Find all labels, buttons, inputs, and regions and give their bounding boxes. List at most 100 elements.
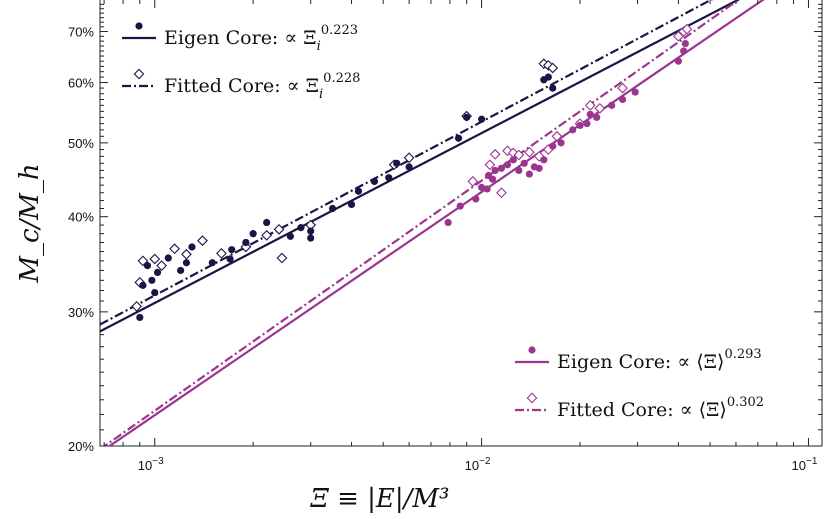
data-point-series-1	[208, 259, 216, 267]
data-point-series-2	[547, 62, 559, 74]
data-point-series-4	[673, 30, 684, 42]
data-point-series-2	[156, 260, 168, 271]
legend-marker-series-1	[135, 22, 143, 30]
legend-label-series-3: Eigen Core: ∝ ⟨Ξ⟩0.293	[557, 347, 762, 373]
data-point-series-3	[569, 126, 577, 134]
data-point-series-1	[249, 230, 257, 238]
data-point-series-1	[405, 163, 413, 171]
legend-label-main: Fitted Core: ∝ ⟨Ξ⟩	[557, 399, 727, 421]
data-point-series-3	[540, 156, 548, 164]
data-point-series-2	[181, 248, 192, 260]
data-point-series-1	[182, 259, 191, 267]
data-point-series-1	[328, 204, 337, 213]
data-point-series-1	[347, 200, 356, 209]
data-point-series-1	[228, 246, 236, 254]
data-point-series-2	[216, 248, 227, 259]
data-point-series-3	[520, 159, 528, 167]
data-point-series-2	[403, 152, 415, 164]
data-point-series-3	[608, 101, 616, 109]
data-point-series-1	[164, 254, 172, 262]
data-point-series-1	[188, 243, 196, 251]
data-point-series-4	[484, 159, 496, 171]
data-point-series-1	[297, 224, 305, 232]
data-point-series-3	[576, 121, 584, 130]
y-tick-label: 50%	[68, 136, 94, 151]
data-point-series-3	[472, 195, 480, 203]
data-point-series-4	[681, 23, 693, 35]
legend-marker-series-4	[526, 392, 538, 404]
data-point-series-1	[242, 238, 250, 247]
legend-label-main: Eigen Core: ∝ ⟨Ξ⟩	[557, 351, 724, 373]
data-point-series-3	[483, 185, 491, 193]
legend-label-exponent: 0.228	[323, 71, 360, 86]
legend-label-main: Fitted Core: ∝ Ξ	[164, 75, 319, 97]
data-markers	[131, 23, 693, 322]
y-tick-label: 60%	[68, 76, 94, 91]
data-point-series-1	[177, 266, 185, 275]
data-point-series-3	[674, 57, 682, 65]
legend-label-exponent: 0.302	[727, 395, 764, 410]
fit-line-series-2	[100, 0, 713, 326]
data-point-series-3	[535, 164, 543, 172]
legend-label-series-1: Eigen Core: ∝ Ξi0.223	[164, 23, 358, 54]
x-tick-label: 10−2	[465, 456, 491, 473]
y-tick-label: 70%	[68, 25, 94, 40]
data-point-series-1	[226, 255, 234, 263]
legend-label-main: Eigen Core: ∝ Ξ	[164, 27, 317, 49]
x-axis-label: Ξ ≡ |E|/M³	[310, 484, 450, 514]
y-tick-label: 30%	[68, 305, 94, 320]
data-point-series-3	[586, 110, 594, 118]
data-point-series-4	[617, 82, 628, 94]
data-point-series-3	[549, 142, 557, 150]
data-point-series-3	[456, 202, 464, 210]
fit-lines	[100, 0, 765, 446]
data-point-series-1	[354, 187, 363, 195]
fit-line-series-3	[107, 0, 765, 446]
x-tick-exponent: −2	[479, 456, 491, 467]
fit-line-series-4	[102, 0, 741, 446]
data-point-series-4	[523, 146, 535, 158]
data-point-series-1	[151, 288, 159, 297]
legend-label-series-2: Fitted Core: ∝ Ξi0.228	[164, 71, 360, 102]
data-point-series-3	[497, 164, 506, 172]
legend-marker-series-3	[528, 346, 536, 354]
y-tick-label: 40%	[68, 210, 94, 225]
data-point-series-1	[463, 113, 471, 121]
data-point-series-3	[515, 166, 523, 175]
legend-label-subscript: i	[317, 39, 321, 54]
data-point-series-1	[307, 234, 315, 242]
data-point-series-1	[143, 262, 152, 270]
data-point-series-1	[286, 232, 294, 240]
data-point-series-4	[489, 148, 501, 160]
legend-label-series-4: Fitted Core: ∝ ⟨Ξ⟩0.302	[557, 395, 764, 421]
data-point-series-4	[496, 187, 507, 199]
data-point-series-4	[551, 130, 563, 142]
x-tick-exponent: −1	[806, 456, 818, 467]
y-axis-ticks: 20% 30% 40% 50% 60% 70%	[68, 3, 822, 454]
x-tick-label: 10−1	[792, 456, 818, 473]
data-point-series-3	[491, 166, 499, 175]
data-point-series-2	[273, 223, 285, 235]
legend-label-subscript: i	[319, 87, 323, 102]
data-point-series-3	[583, 119, 591, 128]
legend-marker-series-2	[133, 68, 145, 80]
data-point-series-4	[584, 99, 596, 111]
data-point-series-3	[631, 88, 639, 96]
data-point-series-3	[444, 218, 452, 227]
data-point-series-3	[509, 156, 517, 164]
x-tick-exponent: −3	[152, 456, 164, 467]
data-point-series-2	[197, 235, 208, 247]
data-point-series-2	[261, 230, 273, 241]
data-point-series-1	[544, 73, 552, 81]
data-point-series-1	[370, 177, 379, 186]
data-point-series-2	[169, 243, 180, 255]
data-point-series-1	[454, 134, 463, 142]
data-point-series-3	[680, 47, 688, 55]
data-point-series-1	[307, 227, 315, 235]
data-point-series-2	[276, 252, 288, 264]
data-point-series-3	[488, 175, 497, 183]
plot-frame	[99, 0, 823, 447]
x-tick-label: 10−3	[138, 456, 164, 473]
data-point-series-2	[131, 301, 142, 312]
